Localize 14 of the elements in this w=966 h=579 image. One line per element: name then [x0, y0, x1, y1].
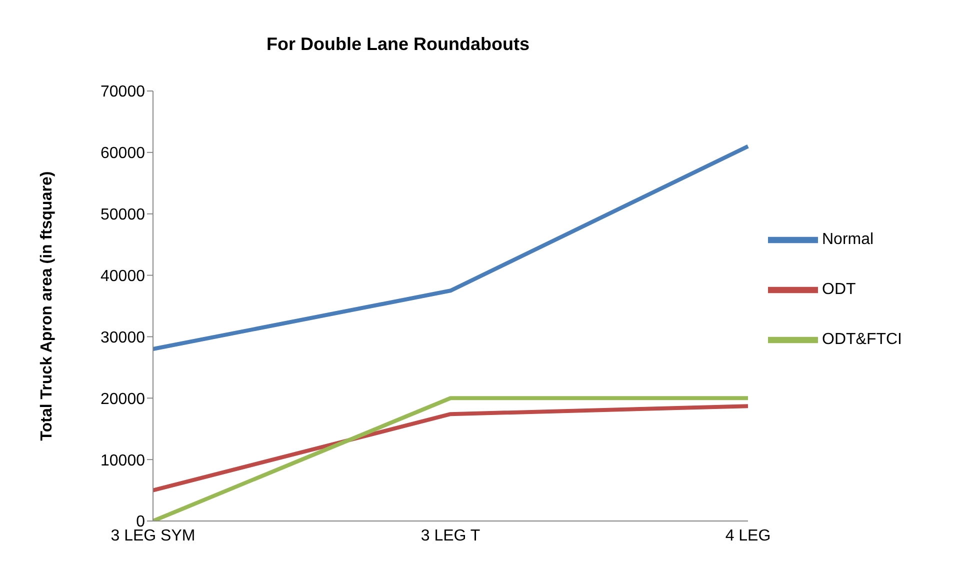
x-tick-label: 3 LEG T: [420, 527, 480, 544]
y-tick-label: 60000: [100, 145, 146, 162]
y-tick-label: 40000: [100, 268, 146, 285]
legend-label: ODT&FTCI: [822, 330, 902, 348]
x-tick-label: 4 LEG: [725, 527, 771, 544]
y-tick-label: 30000: [100, 329, 146, 346]
legend-label: Normal: [822, 230, 874, 248]
y-axis-title: Total Truck Apron area (in ftsquare): [38, 171, 56, 441]
y-tick-label: 10000: [100, 452, 146, 470]
y-tick-label: 70000: [100, 84, 146, 101]
y-tick-label: 50000: [100, 206, 146, 224]
chart-title: For Double Lane Roundabouts: [266, 34, 530, 55]
y-tick-label: 20000: [100, 390, 146, 408]
legend-label: ODT: [822, 280, 856, 298]
